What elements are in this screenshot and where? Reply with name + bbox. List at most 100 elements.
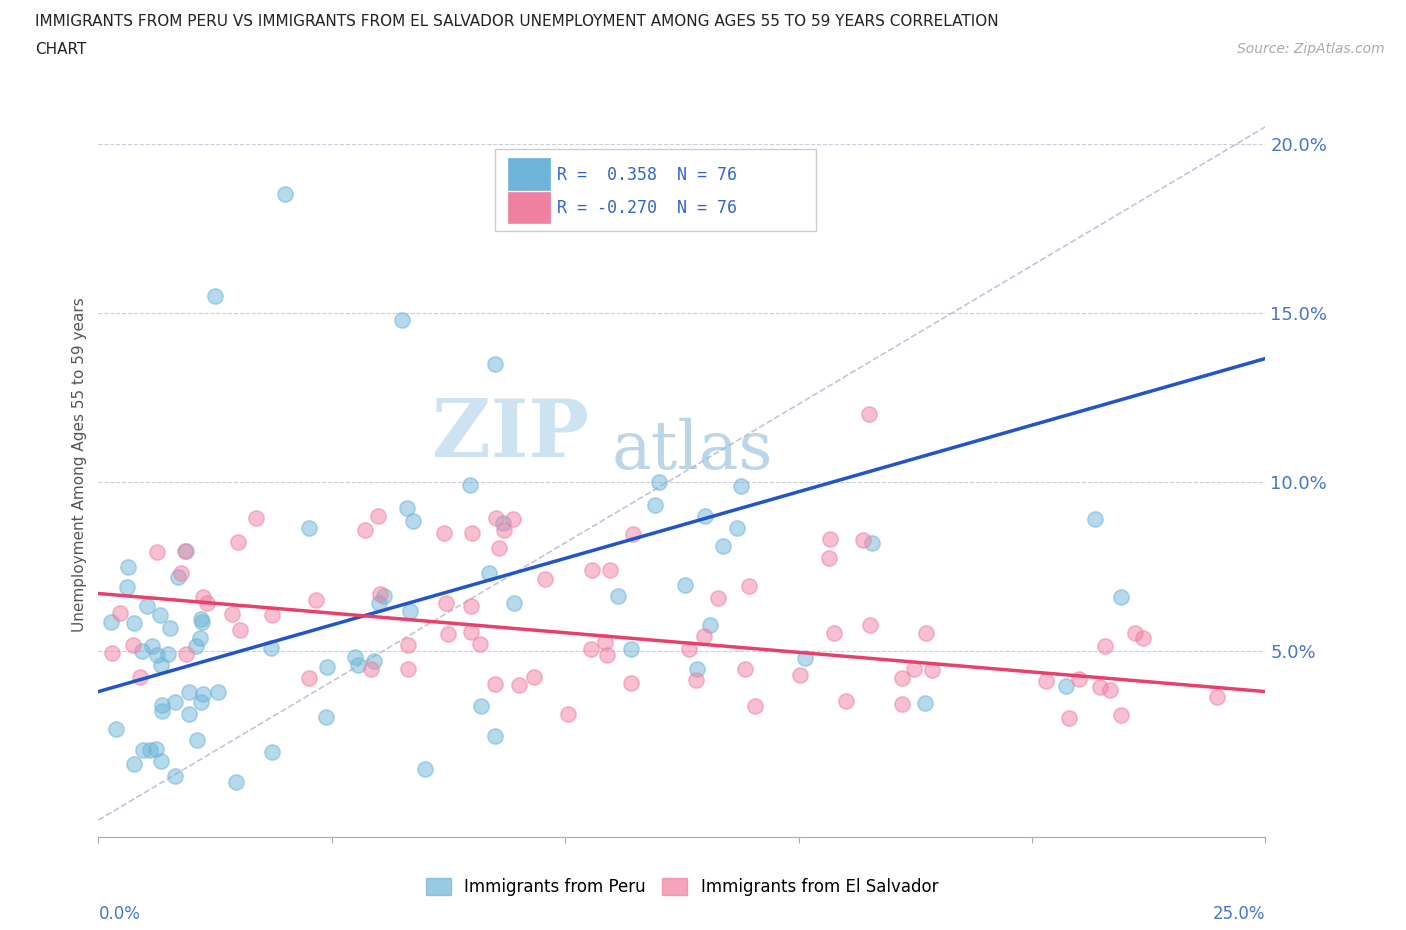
Point — [485, 511, 508, 525]
Point — [488, 540, 510, 555]
Point — [823, 625, 845, 640]
Point — [890, 697, 912, 711]
Point — [343, 649, 366, 664]
Point — [644, 498, 666, 512]
Point — [820, 531, 842, 546]
Point — [129, 669, 152, 684]
Point — [678, 642, 700, 657]
Point — [1099, 683, 1122, 698]
Point — [190, 631, 212, 645]
Point — [492, 516, 515, 531]
Point — [177, 707, 200, 722]
Point — [260, 641, 283, 656]
Point — [502, 512, 524, 526]
Point — [1109, 708, 1132, 723]
Point — [402, 514, 425, 529]
Text: R = -0.270  N = 76: R = -0.270 N = 76 — [557, 199, 737, 217]
Point — [122, 756, 145, 771]
Point — [226, 535, 249, 550]
Point — [1132, 631, 1154, 645]
Point — [1084, 512, 1107, 526]
Point — [534, 571, 557, 586]
Point — [152, 703, 174, 718]
Point — [191, 614, 214, 629]
Text: IMMIGRANTS FROM PERU VS IMMIGRANTS FROM EL SALVADOR UNEMPLOYMENT AMONG AGES 55 T: IMMIGRANTS FROM PERU VS IMMIGRANTS FROM … — [35, 14, 998, 29]
Point — [484, 356, 506, 371]
Text: R =  0.358  N = 76: R = 0.358 N = 76 — [557, 166, 737, 184]
Point — [149, 607, 172, 622]
Point — [398, 661, 420, 676]
Point — [557, 707, 579, 722]
Point — [458, 478, 481, 493]
Point — [399, 604, 422, 618]
Point — [176, 646, 198, 661]
Point — [225, 775, 247, 790]
Point — [478, 566, 501, 581]
Point — [260, 608, 283, 623]
Point — [174, 543, 197, 558]
Point — [744, 698, 766, 713]
Point — [1206, 689, 1229, 704]
Point — [367, 509, 389, 524]
Point — [170, 565, 193, 580]
Point — [245, 511, 267, 525]
Point — [695, 509, 717, 524]
Point — [117, 560, 139, 575]
Point — [108, 605, 131, 620]
Point — [707, 591, 730, 605]
Point — [1069, 671, 1091, 686]
Point — [316, 659, 339, 674]
Point — [145, 741, 167, 756]
Point — [159, 621, 181, 636]
Point — [396, 637, 419, 652]
Point — [184, 638, 207, 653]
Point — [738, 578, 761, 593]
Point — [101, 645, 124, 660]
Point — [1109, 590, 1132, 604]
FancyBboxPatch shape — [508, 192, 550, 223]
Point — [100, 615, 122, 630]
Point — [903, 662, 925, 677]
Point — [593, 635, 616, 650]
Point — [606, 588, 628, 603]
Point — [135, 598, 157, 613]
Point — [862, 536, 884, 551]
Point — [262, 744, 284, 759]
Point — [835, 693, 858, 708]
Text: atlas: atlas — [612, 418, 773, 483]
Point — [186, 733, 208, 748]
Point — [138, 742, 160, 757]
Point — [229, 623, 252, 638]
Point — [711, 538, 734, 553]
Point — [149, 753, 172, 768]
Point — [368, 586, 391, 601]
Point — [579, 642, 602, 657]
Point — [730, 478, 752, 493]
Point — [132, 743, 155, 758]
Point — [115, 579, 138, 594]
Point — [508, 677, 530, 692]
Point — [221, 606, 243, 621]
Point — [146, 544, 169, 559]
Point — [460, 624, 482, 639]
Text: Source: ZipAtlas.com: Source: ZipAtlas.com — [1237, 42, 1385, 56]
Point — [195, 596, 218, 611]
Point — [621, 526, 644, 541]
FancyBboxPatch shape — [495, 149, 815, 231]
Point — [1123, 625, 1146, 640]
Point — [146, 647, 169, 662]
Point — [1059, 711, 1081, 725]
Point — [492, 523, 515, 538]
Point — [484, 676, 506, 691]
Point — [1088, 680, 1111, 695]
Point — [620, 676, 643, 691]
Point — [647, 474, 669, 489]
Point — [305, 592, 328, 607]
Point — [297, 521, 319, 536]
Point — [391, 312, 413, 327]
Point — [315, 710, 337, 724]
Point — [298, 671, 321, 685]
Point — [921, 662, 943, 677]
Point — [484, 728, 506, 743]
Point — [685, 662, 707, 677]
